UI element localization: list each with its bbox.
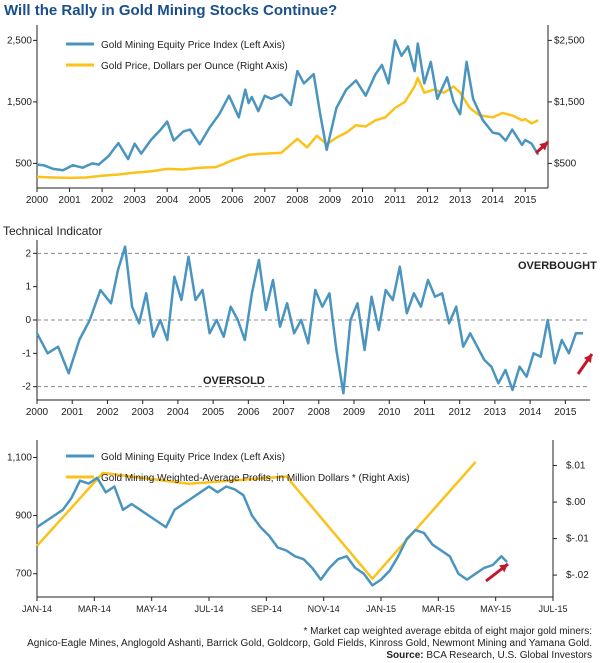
x-tick-label: 2004 [156, 195, 179, 206]
x-tick-label: 2010 [378, 407, 401, 418]
x-tick-label: 2014 [519, 407, 542, 418]
y-right-tick-label: $500 [554, 158, 577, 169]
y-tick-label: 1 [25, 282, 31, 293]
x-tick-label: 2012 [416, 195, 439, 206]
x-tick-label: MAR-14 [78, 604, 111, 614]
y-right-tick-label: $-.01 [566, 534, 589, 545]
x-tick-label: 2013 [484, 407, 507, 418]
legend-label-gold: Gold Price, Dollars per Ounce (Right Axi… [101, 61, 288, 72]
x-tick-label: MAR-15 [422, 604, 455, 614]
panel-profits: 700 900 1,100 $.01 $.00 $-.01 $-.02 JAN-14 MAR-1… [7, 440, 589, 614]
x-tick-label: MAY-14 [136, 604, 167, 614]
x-tick-label: 2007 [272, 407, 295, 418]
x-tick-label: 2003 [124, 195, 147, 206]
x-tick-label: 2005 [202, 407, 225, 418]
profits-line [36, 461, 477, 580]
x-tick-label: 2002 [91, 195, 114, 206]
y-tick-label: -2 [22, 382, 31, 393]
source-text: BCA Research, U.S. Global Investors [423, 650, 592, 661]
x-tick-label: MAY-15 [480, 604, 511, 614]
equity-index-line [36, 39, 540, 172]
y-right-tick-label: $.01 [566, 461, 586, 472]
y-right-tick-label: $1,500 [554, 97, 585, 108]
x-tick-label: NOV-14 [308, 604, 340, 614]
y-left-tick-label: 500 [15, 158, 32, 169]
x-tick-label: 2008 [308, 407, 331, 418]
y-left-tick-label: 1,100 [7, 452, 32, 463]
x-tick-label: 2003 [132, 407, 155, 418]
y-tick-label: -1 [22, 348, 31, 359]
x-tick-label: 2014 [482, 195, 505, 206]
legend-label-equity-2: Gold Mining Equity Price Index (Left Axi… [101, 452, 285, 463]
profits-arrow-head [499, 564, 508, 573]
x-tick-label: 2011 [384, 195, 406, 206]
x-tick-label: 2009 [343, 407, 366, 418]
x-tick-label: 2012 [449, 407, 472, 418]
overbought-label: OVERBOUGHT [518, 260, 597, 272]
x-tick-label: 2000 [26, 195, 49, 206]
indicator-arrow [576, 353, 594, 375]
panel-gold-price: 500 1,500 2,500 $500 $1,500 $2,500 2000 2001 200… [7, 25, 585, 206]
x-tick-label: 2009 [319, 195, 342, 206]
x-tick-label: 2006 [237, 407, 260, 418]
y-right-tick-label: $-.02 [566, 570, 589, 581]
source-line: Source: BCA Research, U.S. Global Invest… [2, 650, 592, 662]
panel-technical-indicator: 2 1 0 -1 -2 2000 2001 2002 2003 2004 2005 2006 2007 2… [22, 240, 594, 418]
y-right-tick-label: $2,500 [554, 35, 585, 46]
indicator-arrow-head [583, 354, 592, 363]
legend-label-equity: Gold Mining Equity Price Index (Left Axi… [101, 40, 285, 51]
chart-title: Will the Rally in Gold Mining Stocks Con… [4, 2, 338, 19]
x-tick-label: 2004 [167, 407, 190, 418]
x-tick-label: 2010 [351, 195, 374, 206]
x-tick-label: JAN-14 [22, 604, 52, 614]
y-right-tick-label: $.00 [566, 497, 586, 508]
source-label: Source: [386, 650, 424, 661]
footnote-line-1: * Market cap weighted average ebitda of … [303, 626, 593, 637]
equity-index-line-2014 [36, 476, 508, 587]
footnote: * Market cap weighted average ebitda of … [2, 626, 592, 662]
x-tick-label: 2000 [26, 407, 49, 418]
profits-arrow [485, 562, 509, 583]
x-tick-label: 2001 [58, 195, 81, 206]
x-tick-label: 2005 [189, 195, 212, 206]
oversold-label: OVERSOLD [203, 375, 265, 387]
rally-arrow-head [539, 142, 548, 151]
x-tick-label: 2007 [254, 195, 277, 206]
x-tick-label: SEP-14 [251, 604, 282, 614]
y-left-tick-label: 900 [15, 511, 32, 522]
legend-label-profits: Gold Mining Weighted-Average Profits, in… [101, 473, 410, 484]
x-tick-label: JUL-14 [194, 604, 223, 614]
x-tick-label: 2001 [61, 407, 84, 418]
technical-indicator-line [35, 245, 583, 395]
x-tick-label: 2002 [96, 407, 119, 418]
y-left-tick-label: 1,500 [7, 97, 32, 108]
x-tick-label: 2015 [514, 195, 537, 206]
x-tick-label: 2006 [221, 195, 244, 206]
y-left-tick-label: 700 [15, 569, 32, 580]
x-tick-label: 2011 [414, 407, 436, 418]
y-tick-label: 2 [25, 248, 31, 259]
y-left-tick-label: 2,500 [7, 35, 32, 46]
x-tick-label: 2013 [449, 195, 472, 206]
gold-price-line [36, 76, 539, 180]
panel2-title: Technical Indicator [3, 224, 103, 238]
x-tick-label: JUL-15 [538, 604, 567, 614]
x-tick-label: 2015 [554, 407, 577, 418]
x-tick-label: JAN-15 [366, 604, 396, 614]
y-tick-label: 0 [25, 315, 31, 326]
rally-arrow [534, 140, 550, 155]
footnote-line-2: Agnico-Eagle Mines, Anglogold Ashanti, B… [27, 638, 592, 649]
x-tick-label: 2008 [286, 195, 309, 206]
